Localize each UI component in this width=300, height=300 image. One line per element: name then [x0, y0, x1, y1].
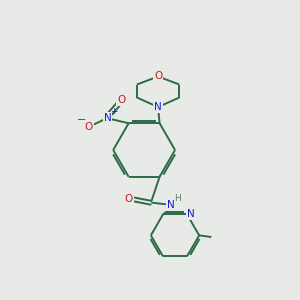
Text: O: O	[154, 71, 162, 82]
Text: O: O	[125, 194, 133, 204]
Text: N: N	[154, 102, 162, 112]
Text: N: N	[103, 113, 111, 123]
Text: N: N	[167, 200, 175, 210]
Text: −: −	[77, 115, 86, 125]
Text: H: H	[174, 194, 181, 203]
Text: N: N	[187, 209, 194, 220]
Text: O: O	[117, 95, 125, 105]
Text: +: +	[110, 107, 118, 116]
Text: O: O	[85, 122, 93, 132]
